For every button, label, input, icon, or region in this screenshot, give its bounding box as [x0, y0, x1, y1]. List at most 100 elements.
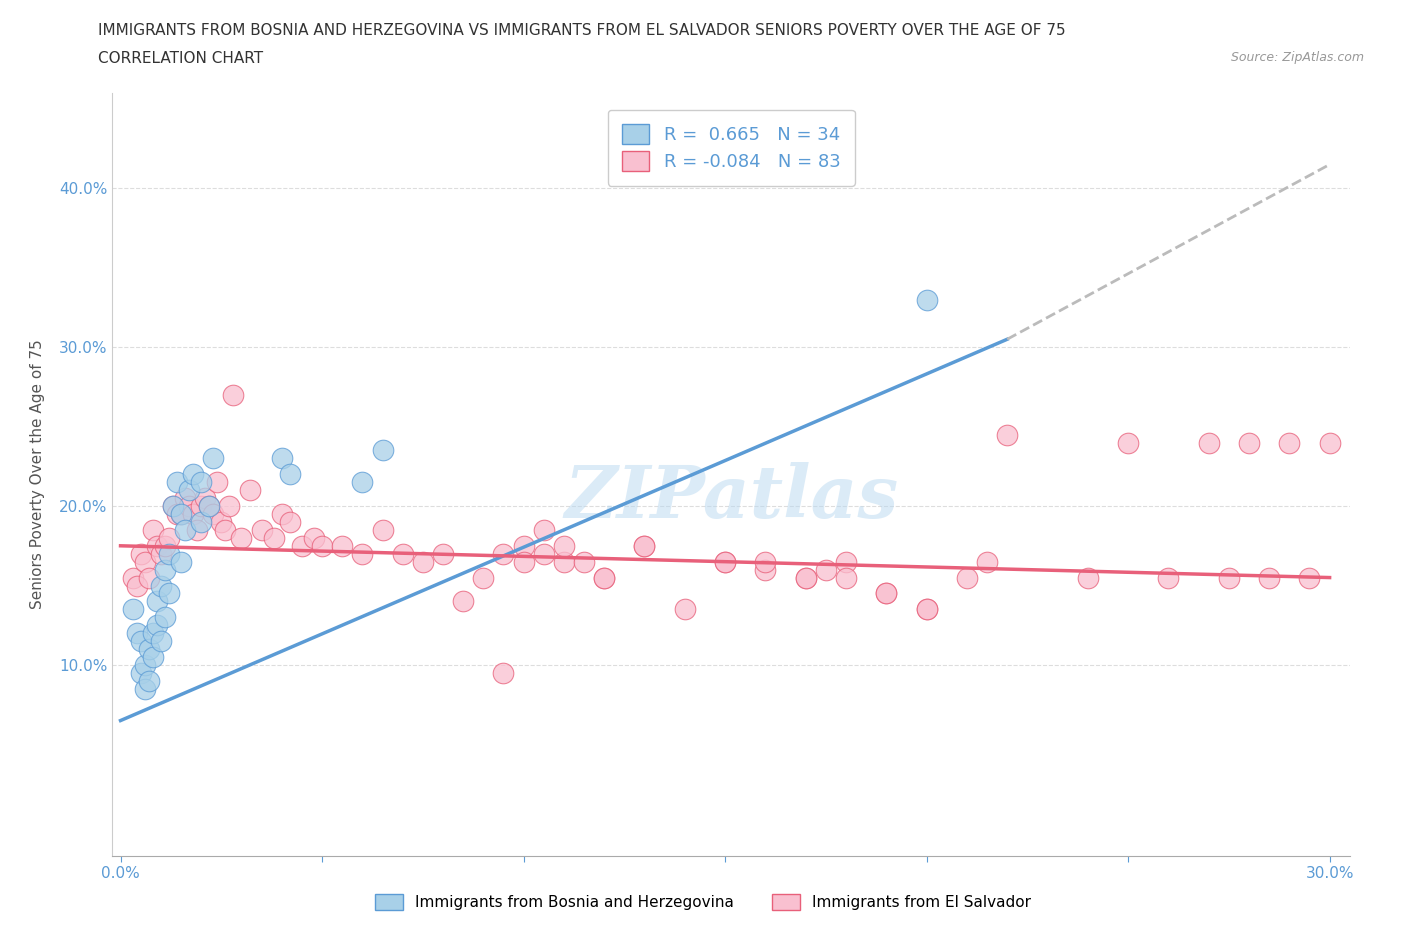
- Point: [250, 523, 273, 538]
- Point: [371, 443, 394, 458]
- Point: [190, 514, 212, 529]
- Point: [754, 562, 776, 577]
- Point: [472, 570, 495, 585]
- Point: [533, 523, 555, 538]
- Point: [125, 578, 148, 593]
- Point: [512, 554, 534, 569]
- Point: [915, 292, 938, 307]
- Point: [202, 451, 225, 466]
- Point: [270, 451, 292, 466]
- Point: [533, 546, 555, 561]
- Point: [134, 682, 156, 697]
- Point: [157, 586, 180, 601]
- Point: [1157, 570, 1180, 585]
- Point: [1237, 435, 1260, 450]
- Point: [794, 570, 817, 585]
- Point: [714, 554, 737, 569]
- Point: [512, 538, 534, 553]
- Point: [835, 554, 858, 569]
- Point: [198, 498, 221, 513]
- Point: [311, 538, 333, 553]
- Point: [371, 523, 394, 538]
- Point: [714, 554, 737, 569]
- Point: [572, 554, 595, 569]
- Legend: Immigrants from Bosnia and Herzegovina, Immigrants from El Salvador: Immigrants from Bosnia and Herzegovina, …: [367, 886, 1039, 918]
- Text: Source: ZipAtlas.com: Source: ZipAtlas.com: [1230, 51, 1364, 64]
- Point: [162, 498, 184, 513]
- Point: [352, 546, 374, 561]
- Point: [121, 602, 143, 617]
- Point: [1198, 435, 1220, 450]
- Point: [432, 546, 454, 561]
- Point: [149, 546, 172, 561]
- Point: [129, 546, 152, 561]
- Point: [174, 491, 197, 506]
- Point: [278, 467, 301, 482]
- Point: [174, 523, 197, 538]
- Point: [129, 666, 152, 681]
- Point: [149, 578, 172, 593]
- Point: [835, 570, 858, 585]
- Point: [149, 633, 172, 648]
- Point: [633, 538, 655, 553]
- Point: [190, 475, 212, 490]
- Point: [352, 475, 374, 490]
- Point: [1298, 570, 1320, 585]
- Point: [153, 538, 176, 553]
- Point: [162, 498, 184, 513]
- Point: [1258, 570, 1281, 585]
- Point: [222, 388, 245, 403]
- Point: [593, 570, 616, 585]
- Point: [166, 507, 188, 522]
- Point: [125, 626, 148, 641]
- Point: [492, 666, 515, 681]
- Point: [170, 507, 193, 522]
- Y-axis label: Seniors Poverty Over the Age of 75: Seniors Poverty Over the Age of 75: [31, 339, 45, 609]
- Point: [142, 626, 165, 641]
- Point: [875, 586, 897, 601]
- Point: [181, 467, 204, 482]
- Point: [291, 538, 314, 553]
- Point: [209, 514, 232, 529]
- Point: [1278, 435, 1301, 450]
- Point: [146, 594, 169, 609]
- Point: [134, 658, 156, 672]
- Point: [138, 570, 160, 585]
- Point: [231, 530, 253, 545]
- Text: ZIPatlas: ZIPatlas: [564, 461, 898, 533]
- Legend: R =  0.665   N = 34, R = -0.084   N = 83: R = 0.665 N = 34, R = -0.084 N = 83: [607, 110, 855, 186]
- Point: [330, 538, 353, 553]
- Point: [1319, 435, 1341, 450]
- Point: [153, 610, 176, 625]
- Point: [202, 507, 225, 522]
- Point: [198, 498, 221, 513]
- Point: [1218, 570, 1240, 585]
- Point: [593, 570, 616, 585]
- Point: [138, 642, 160, 657]
- Point: [412, 554, 434, 569]
- Text: IMMIGRANTS FROM BOSNIA AND HERZEGOVINA VS IMMIGRANTS FROM EL SALVADOR SENIORS PO: IMMIGRANTS FROM BOSNIA AND HERZEGOVINA V…: [98, 23, 1066, 38]
- Point: [451, 594, 474, 609]
- Point: [157, 546, 180, 561]
- Point: [956, 570, 979, 585]
- Text: CORRELATION CHART: CORRELATION CHART: [98, 51, 263, 66]
- Point: [1116, 435, 1139, 450]
- Point: [492, 546, 515, 561]
- Point: [915, 602, 938, 617]
- Point: [915, 602, 938, 617]
- Point: [270, 507, 292, 522]
- Point: [995, 427, 1018, 442]
- Point: [153, 562, 176, 577]
- Point: [121, 570, 143, 585]
- Point: [263, 530, 285, 545]
- Point: [170, 554, 193, 569]
- Point: [553, 554, 575, 569]
- Point: [157, 530, 180, 545]
- Point: [976, 554, 998, 569]
- Point: [166, 475, 188, 490]
- Point: [177, 483, 200, 498]
- Point: [170, 507, 193, 522]
- Point: [142, 523, 165, 538]
- Point: [553, 538, 575, 553]
- Point: [218, 498, 240, 513]
